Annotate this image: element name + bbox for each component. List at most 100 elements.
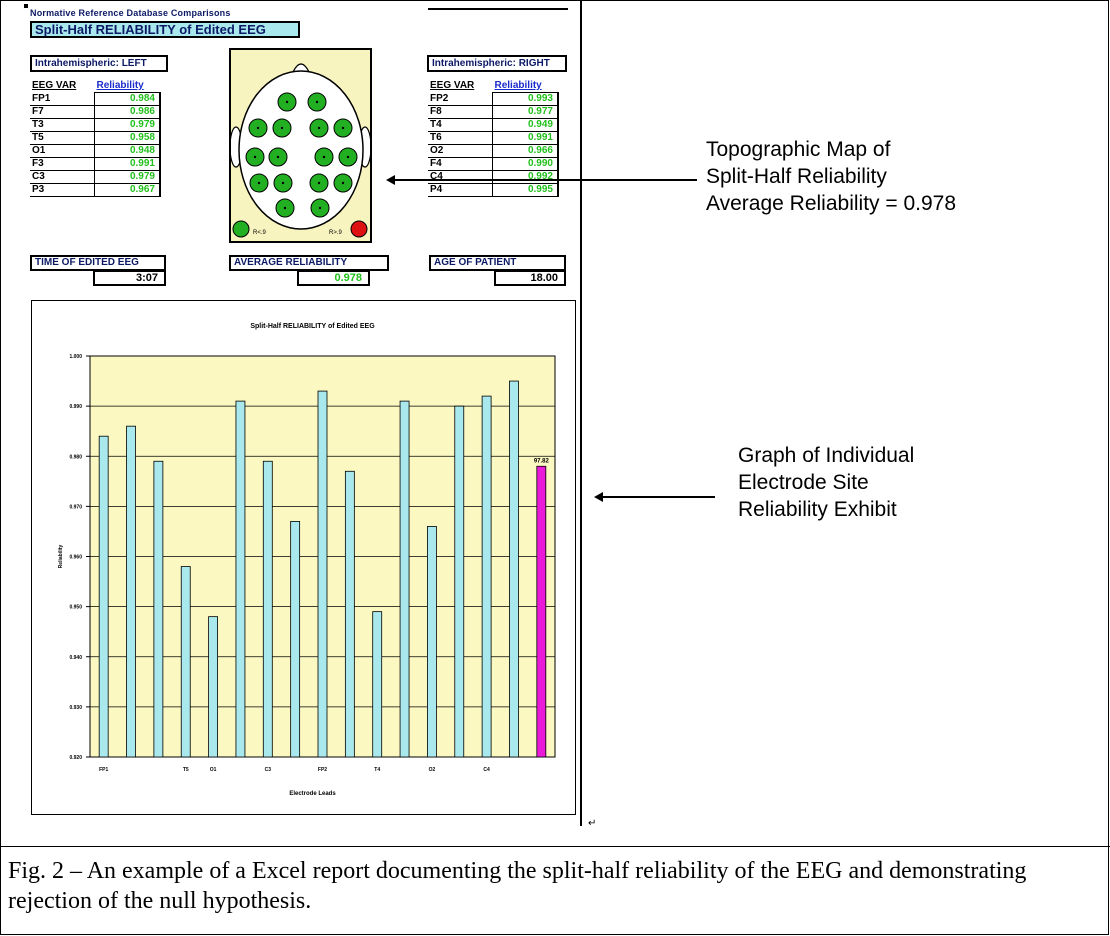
bar [154,461,163,757]
table-row: F7 0.986 [30,106,160,119]
table-row: C4 0.992 [428,171,558,184]
bar [400,401,409,757]
graph-annotation-line-2: Electrode Site [738,469,914,496]
age-value: 18.00 [494,270,566,286]
channel-name: C3 [30,171,95,184]
bar [318,391,327,757]
legend-low-label: R<.9 [253,230,267,236]
left-reliability-table: EEG VAR Reliability FP1 0.984 F7 0.986 T3 0.9… [30,79,161,197]
y-tick-label: 0.950 [69,605,82,611]
channel-name: P3 [30,184,95,197]
electrode-center [284,207,286,209]
reliability-value: 0.992 [493,171,559,184]
bar [291,521,300,757]
report-title: Split-Half RELIABILITY of Edited EEG [30,21,300,38]
average-bar-label: 97.82 [534,458,550,464]
top-left-marker [24,4,28,8]
electrode-center [323,156,325,158]
legend-high-label: R>.9 [329,230,343,236]
x-tick-label: FP1 [99,767,108,773]
channel-name: O1 [30,145,95,158]
channel-name: P4 [428,184,493,197]
table-row: F8 0.977 [428,106,558,119]
table-row: C3 0.979 [30,171,160,184]
caption-divider [0,846,1110,847]
channel-name: F4 [428,158,493,171]
bar [373,612,382,757]
reliability-value: 0.949 [493,119,559,132]
report-edge [580,0,582,826]
electrode-center [281,127,283,129]
channel-name: F7 [30,106,95,119]
y-tick-label: 0.920 [69,755,82,761]
channel-name: T4 [428,119,493,132]
reliability-value: 0.995 [493,184,559,197]
electrode-center [282,182,284,184]
chart-title: Split-Half RELIABILITY of Edited EEG [250,323,375,330]
x-tick-label: T4 [374,767,380,773]
col-reliability: Reliability [493,79,559,93]
col-reliability: Reliability [95,79,161,93]
channel-name: C4 [428,171,493,184]
reliability-value: 0.967 [95,184,161,197]
channel-name: FP1 [30,93,95,106]
bar [455,406,464,757]
table-row: P4 0.995 [428,184,558,197]
topographic-map: R<.9 R>.9 [231,50,370,241]
y-tick-label: 1.000 [69,354,82,360]
table-row: FP2 0.993 [428,93,558,106]
graph-annotation: Graph of Individual Electrode Site Relia… [738,442,914,523]
y-axis-label: Reliability [58,544,64,568]
y-tick-label: 0.960 [69,555,82,561]
table-row: P3 0.967 [30,184,160,197]
time-label: TIME OF EDITED EEG [30,255,166,271]
channel-name: T5 [30,132,95,145]
bar [236,401,245,757]
topographic-map-panel: R<.9 R>.9 [229,48,372,243]
y-tick-label: 0.990 [69,404,82,410]
table-row: FP1 0.984 [30,93,160,106]
channel-name: T6 [428,132,493,145]
table-row: O1 0.948 [30,145,160,158]
bar [127,426,136,757]
reliability-value: 0.990 [493,158,559,171]
reliability-value: 0.966 [493,145,559,158]
table-row: T3 0.979 [30,119,160,132]
electrode-center [318,127,320,129]
reliability-value: 0.948 [95,145,161,158]
electrode-center [258,182,260,184]
map-annotation-line-3: Average Reliability = 0.978 [706,190,956,217]
reliability-chart-svg: 0.920 0.930 0.940 0.950 0.960 0.970 0.980 0.990… [32,301,575,814]
graph-arrow [602,496,715,498]
age-label: AGE OF PATIENT [429,255,566,271]
table-row: T4 0.949 [428,119,558,132]
graph-arrow-head-icon [594,492,603,502]
electrode-center [316,101,318,103]
right-hemisphere-label: Intrahemispheric: RIGHT [427,55,567,72]
y-tick-label: 0.980 [69,454,82,460]
channel-name: O2 [428,145,493,158]
reliability-value: 0.979 [95,119,161,132]
table-row: O2 0.966 [428,145,558,158]
map-arrow-head-icon [386,175,395,185]
reliability-value: 0.993 [493,93,559,106]
electrode-center [318,182,320,184]
reliability-value: 0.977 [493,106,559,119]
y-tick-label: 0.930 [69,705,82,711]
map-annotation: Topographic Map of Split-Half Reliabilit… [706,136,956,217]
x-axis-label: Electrode Leads [289,791,336,797]
table-row: F4 0.990 [428,158,558,171]
x-tick-label: C3 [265,767,272,773]
electrode-center [342,127,344,129]
average-bar [537,466,546,757]
electrode-center [347,156,349,158]
y-tick-label: 0.940 [69,655,82,661]
paragraph-mark: ↵ [588,818,596,829]
reliability-value: 0.991 [95,158,161,171]
legend-low-dot [233,221,249,237]
table-row: F3 0.991 [30,158,160,171]
reliability-value: 0.979 [95,171,161,184]
electrode-center [319,207,321,209]
x-tick-label: O2 [429,767,436,773]
col-eeg-var: EEG VAR [30,79,95,93]
